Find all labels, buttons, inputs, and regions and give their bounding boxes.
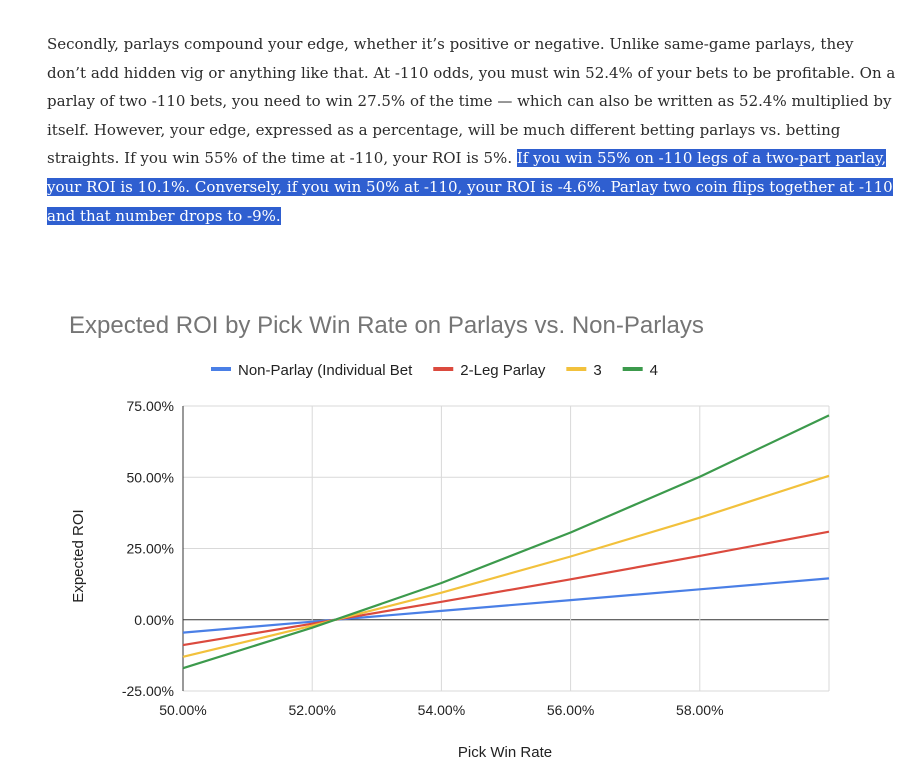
y-axis-label: Expected ROI xyxy=(70,509,87,602)
y-tick-label: 0.00% xyxy=(134,612,174,628)
x-tick-label: 58.00% xyxy=(676,702,723,718)
series-line xyxy=(182,414,830,670)
y-tick-label: -25.00% xyxy=(122,683,174,699)
series-line xyxy=(182,577,830,634)
x-tick-label: 50.00% xyxy=(159,702,206,718)
paragraph-text: Secondly, parlays compound your edge, wh… xyxy=(47,35,896,168)
x-tick-label: 56.00% xyxy=(547,702,594,718)
x-tick-label: 52.00% xyxy=(288,702,335,718)
y-tick-label: 25.00% xyxy=(127,541,174,557)
chart-title: Expected ROI by Pick Win Rate on Parlays… xyxy=(69,312,704,339)
y-tick-label: 75.00% xyxy=(127,398,174,414)
series-line xyxy=(182,530,830,647)
legend-label: 2-Leg Parlay xyxy=(460,362,546,379)
legend-label: 3 xyxy=(593,362,601,379)
article-paragraph: Secondly, parlays compound your edge, wh… xyxy=(47,30,897,230)
y-tick-label: 50.00% xyxy=(127,469,174,485)
legend-label: Non-Parlay (Individual Bet xyxy=(238,362,413,379)
legend-label: 4 xyxy=(650,362,658,379)
x-axis-label: Pick Win Rate xyxy=(458,744,552,761)
x-tick-label: 54.00% xyxy=(418,702,465,718)
series-line xyxy=(182,474,830,658)
